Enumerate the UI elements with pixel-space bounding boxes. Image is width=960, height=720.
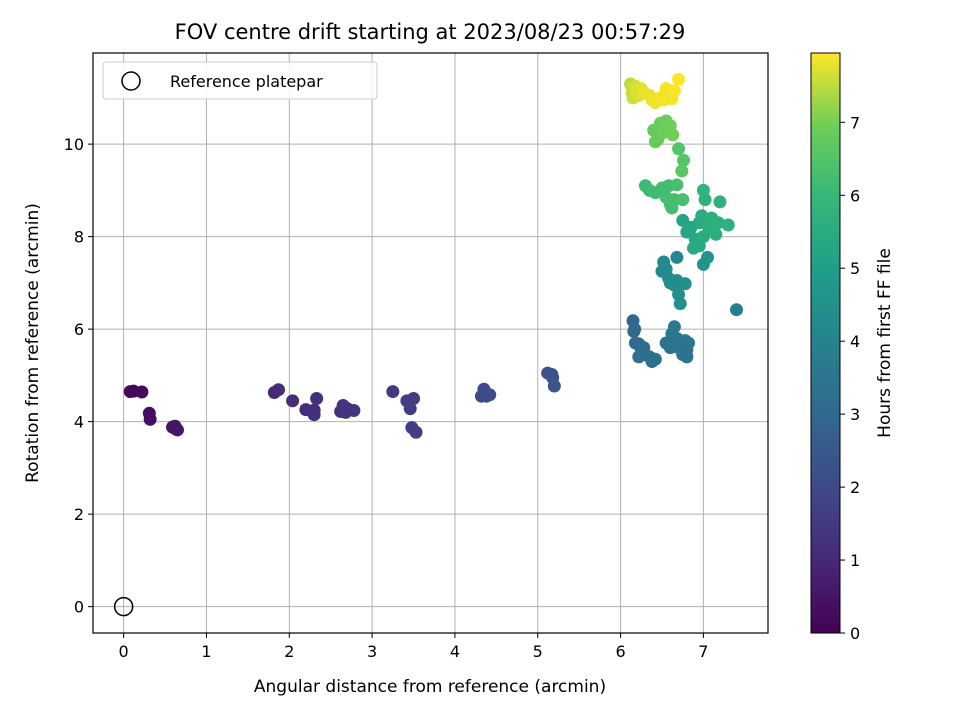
data-point [672,72,686,86]
data-point [386,385,400,399]
data-point [627,324,641,338]
data-point [695,209,709,223]
data-point [347,404,361,418]
data-point [680,350,694,364]
data-point [168,419,182,433]
data-point [713,195,727,209]
colorbar-label: Hours from first FF file [875,248,895,438]
x-axis-ticks: 0 1 2 3 4 5 6 7 [119,633,708,661]
colorbar-tick-label: 6 [850,186,860,205]
data-point [677,153,691,167]
data-point [709,227,723,241]
legend-entry-reference: Reference platepar [170,72,323,91]
y-axis-label: Rotation from reference (arcmin) [23,203,43,483]
chart-title: FOV centre drift starting at 2023/08/23 … [175,20,686,44]
colorbar-tick-label: 0 [850,624,860,643]
colorbar-tick-label: 3 [850,405,860,424]
data-point [483,388,497,402]
y-tick-label: 10 [64,135,84,154]
data-point [648,352,662,366]
colorbar: 0 1 2 3 4 5 6 7 Hours from first FF file [810,52,895,643]
legend: Reference platepar [102,61,378,100]
data-point [667,320,681,334]
data-point [678,277,692,291]
data-point [657,93,671,107]
reference-platepar-marker [113,596,134,617]
plot-frame [92,52,769,634]
data-point [632,350,646,364]
data-point [676,193,690,207]
colorbar-tick-label: 1 [850,551,860,570]
x-tick-label: 5 [533,642,543,661]
colorbar-ticks: 0 1 2 3 4 5 6 7 [840,113,860,643]
y-tick-label: 2 [74,505,84,524]
data-point [143,412,157,426]
x-tick-label: 0 [119,642,129,661]
data-point [665,201,679,215]
data-point [696,183,710,197]
data-point [286,394,300,408]
x-tick-label: 6 [615,642,625,661]
data-point [673,297,687,311]
y-tick-label: 8 [74,228,84,247]
colorbar-tick-label: 7 [850,113,860,132]
x-tick-label: 7 [698,642,708,661]
data-point [692,239,706,253]
data-point [730,303,744,317]
data-point [667,84,681,98]
colorbar-tick-label: 2 [850,478,860,497]
y-tick-label: 4 [74,413,84,432]
data-point [670,250,684,264]
data-point [403,402,417,416]
data-point [310,392,324,406]
colorbar-tick-label: 4 [850,332,860,351]
data-point [135,385,149,399]
x-tick-label: 1 [201,642,211,661]
data-point [672,142,686,156]
data-point [272,383,286,397]
data-point [721,218,735,232]
data-point [547,379,561,393]
x-axis-label: Angular distance from reference (arcmin) [254,677,606,697]
data-point [672,341,686,355]
data-point [670,178,684,192]
data-point [307,403,321,417]
y-tick-label: 0 [74,598,84,617]
data-point [711,216,725,230]
colorbar-tick-label: 5 [850,259,860,278]
data-point [407,392,421,406]
data-point [648,135,662,149]
data-point [675,164,689,178]
data-point [409,425,423,439]
colorbar-gradient [810,52,841,634]
y-tick-label: 6 [74,320,84,339]
x-tick-label: 3 [367,642,377,661]
x-tick-label: 4 [450,642,460,661]
x-tick-label: 2 [284,642,294,661]
legend-box [102,61,378,100]
legend-marker-icon [121,71,141,91]
data-points [113,72,744,617]
data-point [701,250,715,264]
data-point [681,336,695,350]
y-axis-ticks: 0 2 4 6 8 10 [64,135,93,617]
data-point [666,128,680,142]
